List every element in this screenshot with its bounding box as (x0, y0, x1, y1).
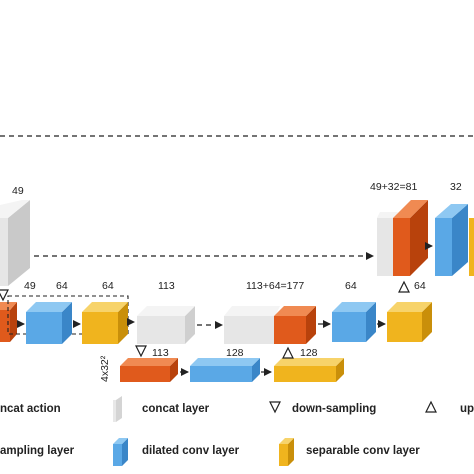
separable-conv-block-mid-2 (387, 302, 432, 342)
down-conv-block-mid-177 (274, 306, 316, 344)
legend-down-sampling-icon (269, 401, 281, 414)
label-113-mid: 113 (158, 280, 175, 292)
down-conv-block-top-right (393, 200, 428, 276)
label-49-mid: 49 (24, 280, 36, 292)
label-4x32: 4x32² (99, 355, 111, 382)
legend-down-sampling: down-sampling (292, 403, 376, 415)
concat-block-top-right (377, 212, 398, 276)
dilated-conv-block-mid-2 (332, 302, 376, 342)
separable-conv-block-mid-1 (82, 302, 128, 344)
legend-separable-conv-layer: separable conv layer (306, 445, 420, 457)
concat-block-mid-177 (224, 306, 280, 344)
label-64-d: 64 (414, 280, 426, 292)
label-128-b: 128 (300, 347, 318, 359)
label-32-top-right: 32 (450, 181, 462, 193)
legend-dilated-conv-icon (113, 438, 128, 466)
legend-sampling-layer: ampling layer (0, 445, 75, 457)
label-64-a: 64 (56, 280, 68, 292)
legend-concat-layer: concat layer (142, 403, 210, 415)
down-sampling-marker-mid-left (0, 289, 9, 302)
legend-concat-action: ncat action (0, 403, 61, 415)
label-113-plus-64: 113+64=177 (246, 280, 304, 292)
label-113-low: 113 (152, 347, 169, 359)
concat-block-mid-113 (137, 306, 195, 344)
up-sampling-marker-top (398, 280, 410, 293)
down-conv-block-low (120, 358, 178, 382)
dilated-conv-block-mid-1 (26, 302, 72, 344)
label-64-c: 64 (345, 280, 357, 292)
up-sampling-marker-low (282, 346, 294, 359)
legend-separable-conv-icon (279, 438, 294, 466)
label-128-a: 128 (226, 347, 244, 359)
label-64-b: 64 (102, 280, 114, 292)
label-49-plus-32: 49+32=81 (370, 181, 417, 193)
separable-conv-block-top-right-partial (469, 218, 474, 276)
label-49-top-left: 49 (12, 185, 24, 197)
legend-dilated-conv-layer: dilated conv layer (142, 445, 240, 457)
legend-up-sampling-icon (425, 400, 437, 413)
legend-concat-layer-icon (113, 396, 122, 422)
separable-conv-block-low (274, 358, 344, 382)
down-sampling-marker-low (135, 345, 147, 358)
legend-up-sampling: up (460, 403, 474, 415)
concat-block-top-left (0, 200, 30, 286)
dilated-conv-block-low (190, 358, 260, 382)
dilated-conv-block-top-right (435, 204, 468, 276)
